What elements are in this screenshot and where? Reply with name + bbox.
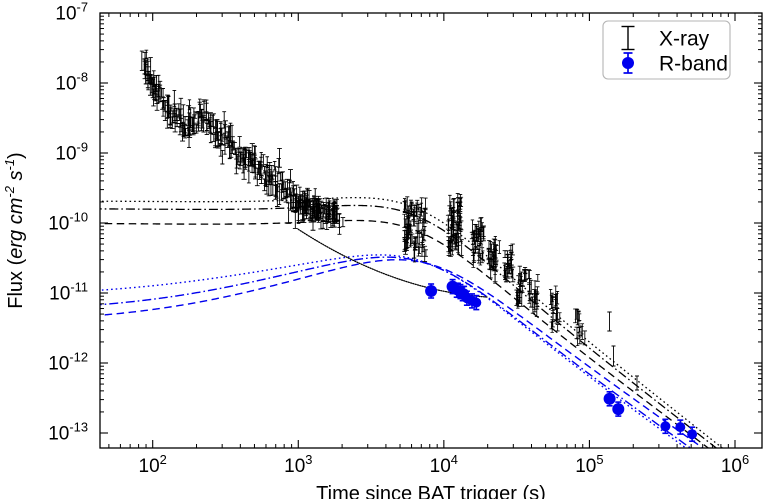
svg-text:R-band: R-band bbox=[659, 53, 728, 76]
svg-text:Time since BAT trigger (s): Time since BAT trigger (s) bbox=[316, 483, 546, 499]
svg-text:X-ray: X-ray bbox=[659, 28, 710, 51]
svg-text:Flux (erg cm-2 s-1): Flux (erg cm-2 s-1) bbox=[2, 152, 27, 308]
